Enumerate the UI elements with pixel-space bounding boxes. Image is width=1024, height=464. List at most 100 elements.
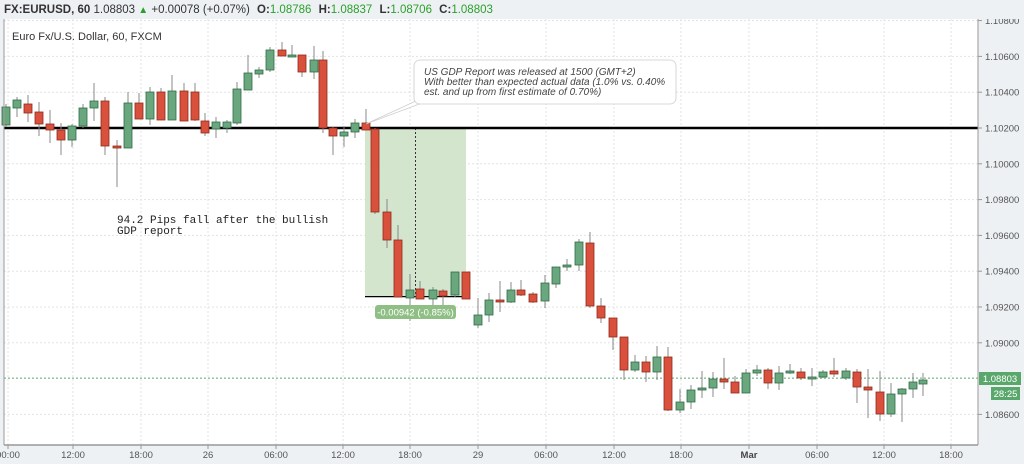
chart-title: Euro Fx/U.S. Dollar, 60, FXCM — [12, 31, 162, 43]
time-tick-label: 18:00 — [129, 450, 153, 461]
candle-down — [585, 232, 595, 308]
candle-down — [875, 371, 885, 421]
callout-line-1: US GDP Report was released at 1500 (GMT+… — [424, 67, 636, 78]
candle-up — [428, 287, 438, 307]
candle-down — [415, 281, 425, 300]
candle-up — [752, 365, 762, 376]
candle-down — [619, 336, 629, 380]
candle-down — [393, 225, 403, 298]
candle-down — [318, 51, 328, 133]
candle-up — [652, 346, 662, 380]
time-tick-label: 12:00 — [61, 450, 85, 461]
time-tick-label: 29 — [473, 450, 484, 461]
chart-container[interactable]: Euro Fx/U.S. Dollar, 60, FXCM US GDP Rep… — [0, 19, 1022, 464]
candle-down — [528, 292, 538, 303]
candle-down — [516, 280, 526, 296]
candle-up — [785, 364, 795, 374]
candle-down — [112, 140, 122, 187]
time-tick-label: 12:00 — [331, 450, 355, 461]
candle-up — [222, 120, 232, 133]
price-badge-text: 1.08803 — [983, 374, 1017, 385]
candle-up — [350, 119, 360, 138]
candle-up — [807, 368, 817, 386]
low-value: 1.08706 — [390, 4, 432, 16]
price-badge: 1.08803 — [979, 372, 1021, 385]
price-tick-label: 1.09800 — [985, 195, 1019, 206]
range-badge: -0.00942 (-0.85%) — [375, 305, 456, 319]
price-tick-label: 1.10200 — [985, 124, 1019, 135]
price-tick-label: 1.08600 — [985, 410, 1019, 421]
candle-down — [461, 271, 471, 300]
candle-up — [774, 366, 784, 390]
callout[interactable]: US GDP Report was released at 1500 (GMT+… — [365, 59, 677, 125]
candle-down — [179, 83, 189, 122]
countdown-badge: 28:25 — [991, 387, 1020, 400]
candle-up — [897, 388, 907, 422]
high-label: H: — [318, 4, 331, 16]
candle-down — [796, 368, 806, 380]
candle-up — [243, 55, 253, 91]
time-tick-label: 00:00 — [0, 450, 20, 461]
time-tick-label: 06:00 — [805, 450, 829, 461]
candle-up — [708, 372, 718, 397]
countdown-badge-text: 28:25 — [994, 389, 1018, 400]
candle-down — [370, 128, 380, 214]
candle-up — [918, 373, 928, 396]
candle-down — [438, 289, 448, 305]
time-tick-label: 18:00 — [939, 450, 963, 461]
candle-down — [663, 347, 673, 411]
candle-up — [254, 67, 264, 78]
low-label: L: — [379, 4, 391, 16]
candle-up — [484, 293, 494, 322]
price-tick-label: 1.10400 — [985, 88, 1019, 99]
candle-up — [818, 370, 828, 378]
candle-up — [12, 97, 22, 117]
time-axis[interactable]: 00:00 12:00 18:00 26 06:00 12:00 18:00 29 06:00 1… — [0, 19, 978, 461]
price-tick-label: 1.09200 — [985, 303, 1019, 314]
candle-up — [145, 87, 155, 125]
time-tick-label: 06:00 — [264, 450, 288, 461]
candle-up — [630, 355, 640, 372]
candle-up — [686, 385, 696, 409]
candle-down — [190, 83, 200, 121]
candle-down — [297, 54, 307, 77]
time-tick-label: 18:00 — [669, 450, 693, 461]
candle-up — [506, 282, 516, 303]
price-tick-label: 1.10800 — [985, 19, 1019, 27]
candle-up — [574, 239, 584, 271]
note-line-1: 94.2 Pips fall after the bullish — [117, 215, 328, 227]
candle-down — [763, 368, 773, 389]
price-tick-label: 1.10600 — [985, 52, 1019, 63]
candle-up — [232, 82, 242, 125]
candle-up — [841, 368, 851, 380]
candle-up — [78, 104, 88, 128]
candle-down — [829, 358, 839, 377]
open-label: O: — [257, 4, 270, 16]
price-axis[interactable]: 1.10800 1.10600 1.10400 1.10200 1.10000 1.098… — [977, 19, 1019, 445]
price-tick-label: 1.10000 — [985, 159, 1019, 170]
high-value: 1.08837 — [330, 4, 373, 16]
candle-down — [608, 317, 618, 350]
candlestick-chart[interactable]: Euro Fx/U.S. Dollar, 60, FXCM US GDP Rep… — [0, 19, 1022, 464]
candle-up — [339, 126, 349, 147]
time-tick-label: 26 — [203, 450, 214, 461]
candle-up — [123, 92, 133, 149]
candle-up — [450, 271, 460, 297]
time-tick-label: 12:00 — [872, 450, 896, 461]
triangle-up-icon: ▲ — [138, 5, 149, 16]
price-tick-label: 1.09600 — [985, 231, 1019, 242]
candle-up — [886, 383, 896, 417]
candle-up — [675, 389, 685, 413]
candle-down — [100, 97, 110, 155]
candle-down — [596, 298, 606, 323]
candle-down — [134, 93, 144, 120]
measure-range — [365, 128, 466, 298]
candles — [1, 42, 928, 422]
candle-down — [382, 199, 392, 248]
pips-note[interactable]: 94.2 Pips fall after the bullish GDP rep… — [117, 215, 328, 238]
price-tick-label: 1.09000 — [985, 338, 1019, 349]
price-tick-label: 1.09400 — [985, 267, 1019, 278]
candle-up — [67, 124, 77, 147]
candle-up — [697, 371, 707, 398]
candle-down — [719, 358, 729, 389]
